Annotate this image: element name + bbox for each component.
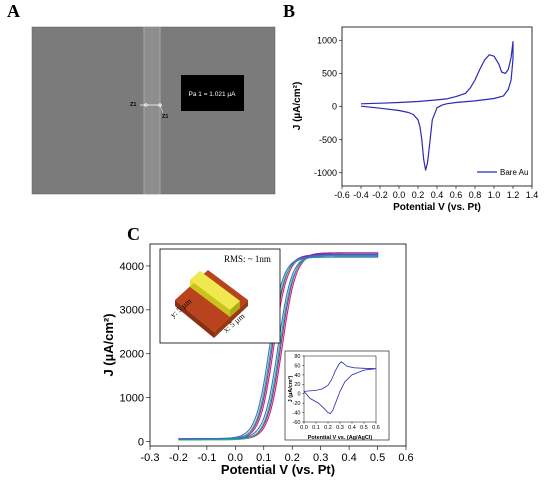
- chart-b-ytick-label: 500: [322, 69, 337, 79]
- cv-inset-ytick-label: 0: [297, 392, 300, 398]
- chart-c-xtick-label: -0.3: [141, 452, 160, 464]
- afm-inset: RMS: ~ 1nm y: 5 µm x: 5 µm: [159, 248, 281, 344]
- chart-b-xtick-label: 0.8: [469, 190, 482, 200]
- chart-c-frame: [149, 243, 407, 447]
- chart-c-xtick-label: 0.3: [313, 452, 328, 464]
- series-bare-au: [360, 40, 514, 171]
- cv-inset-ytick-label: -60: [293, 420, 301, 426]
- panel-c-letter: C: [127, 224, 140, 244]
- chart-b-frame: [341, 26, 533, 187]
- chart-c-ytick-label: 0: [138, 436, 144, 448]
- cv-inset-xtick-label: 0.1: [312, 425, 320, 431]
- cv-inset-xtick-label: 0.2: [324, 425, 332, 431]
- series-c-4: [178, 254, 379, 440]
- panel-a-letter: A: [7, 1, 20, 21]
- cv-inset-ytick-label: 80: [294, 354, 300, 360]
- cv-inset-ylabel: J (µA/cm²): [287, 375, 294, 402]
- afm-rms: RMS: ~ 1nm: [224, 254, 271, 264]
- measurement-box: [181, 75, 244, 111]
- cv-inset-xtick-label: 0.0: [300, 425, 308, 431]
- chart-c-ylabel: J (µA/cm²): [101, 313, 116, 376]
- marker-right: Z1: [162, 114, 168, 120]
- cv-inset-ytick-label: -20: [293, 401, 301, 407]
- chart-b-ylabel: J (µA/cm²): [292, 82, 303, 131]
- chart-c-xtick-label: 0.4: [341, 452, 356, 464]
- chart-c-xtick-label: -0.1: [197, 452, 216, 464]
- chart-b-xtick-label: 1.0: [488, 190, 501, 200]
- chart-b: -0.6 -0.4 -0.2 0.0 0.2 0.4 0.6 0.8 1.0 1.2 1.4 -100…: [292, 26, 539, 213]
- marker-left: Z1: [130, 102, 136, 108]
- chart-c-ytick-label: 3000: [120, 305, 144, 317]
- chart-b-xlabel: Potential V (vs. Pt): [393, 202, 481, 213]
- afm-surface: [175, 270, 248, 338]
- cv-inset-ytick-label: -40: [293, 410, 301, 416]
- cv-inset-xtick-label: 0.3: [336, 425, 344, 431]
- chart-c-xtick-label: -0.2: [169, 452, 188, 464]
- chart-b-xtick-label: -0.2: [372, 190, 388, 200]
- chart-b-ytick-label: -1000: [314, 168, 337, 178]
- chart-c-xtick-label: 0.1: [256, 452, 271, 464]
- chart-b-xtick-label: 1.4: [526, 190, 539, 200]
- cv-inset: 0.0 0.1 0.2 0.3 0.4 0.5 0.6-60-40-20020406080 …: [284, 350, 390, 441]
- chart-c: -0.3 -0.2 -0.1 0.0 0.1 0.2 0.3 0.4 0.5 0.6 0 1000 20…: [101, 243, 414, 477]
- chart-c-xtick-label: 0.0: [228, 452, 243, 464]
- legend-label: Bare Au: [500, 168, 528, 177]
- chart-b-xtick-label: 0.4: [431, 190, 444, 200]
- cv-inset-xlabel: Potential V vs. (Ag/AgCl): [308, 435, 373, 441]
- chart-b-ytick-label: 1000: [317, 35, 337, 45]
- sem-image: Pa 1 = 1.021 µA Z1 Z1: [31, 26, 276, 195]
- cv-inset-xtick-label: 0.6: [372, 425, 380, 431]
- chart-c-xtick-label: 0.5: [370, 452, 385, 464]
- chart-b-legend: Bare Au: [477, 168, 528, 177]
- chart-b-xtick-label: 0.0: [393, 190, 406, 200]
- chart-c-ytick-label: 1000: [120, 393, 144, 405]
- chart-c-ytick-label: 2000: [120, 349, 144, 361]
- chart-b-xtick-label: -0.6: [334, 190, 350, 200]
- chart-b-xtick-label: 1.2: [507, 190, 520, 200]
- cv-inset-ytick-label: 20: [294, 382, 300, 388]
- chart-c-xtick-label: 0.2: [285, 452, 300, 464]
- cv-inset-ytick-label: 40: [294, 373, 300, 379]
- chart-b-xtick-label: 0.6: [450, 190, 463, 200]
- chart-b-ytick-label: -500: [319, 135, 337, 145]
- chart-b-ytick-label: 0: [332, 102, 337, 112]
- panel-b-letter: B: [283, 1, 295, 21]
- cv-inset-xtick-label: 0.4: [348, 425, 356, 431]
- chart-b-xtick-label: -0.4: [353, 190, 369, 200]
- series-inset: [303, 361, 377, 414]
- chart-b-xtick-label: 0.2: [412, 190, 425, 200]
- chart-c-ytick-label: 4000: [120, 261, 144, 273]
- measurement-annotation: Pa 1 = 1.021 µA: [189, 91, 237, 98]
- cv-inset-xtick-label: 0.5: [360, 425, 368, 431]
- chart-c-xlabel: Potential V (vs. Pt): [221, 462, 335, 477]
- chart-c-xtick-label: 0.6: [398, 452, 413, 464]
- cv-inset-ytick-label: 60: [294, 363, 300, 369]
